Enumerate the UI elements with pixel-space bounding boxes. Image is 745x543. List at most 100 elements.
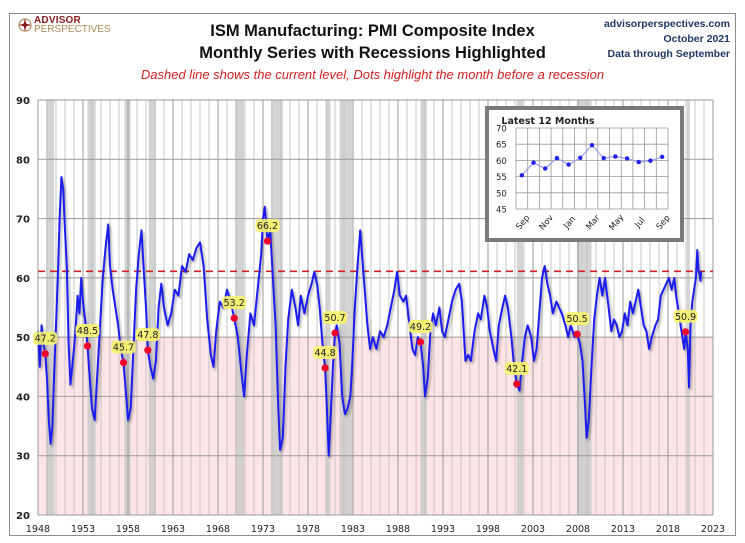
recession-band [686, 100, 690, 515]
x-tick-label: 2018 [656, 524, 680, 535]
data-label-bg [75, 324, 100, 338]
x-tick-label: 1983 [341, 524, 365, 535]
data-label: 53.2 [224, 298, 245, 309]
inset-y-tick-label: 45 [496, 206, 507, 216]
pre-recession-dot [230, 314, 238, 322]
recession-band [326, 100, 331, 515]
x-tick-label: 1968 [206, 524, 230, 535]
x-tick-label: 1958 [116, 524, 140, 535]
data-label-bg [222, 296, 247, 310]
data-label-bg [323, 310, 347, 324]
x-tick-label: 1998 [476, 524, 500, 535]
pre-recession-dot [144, 346, 152, 354]
logo: ADVISOR PERSPECTIVES [18, 15, 111, 35]
data-label-bg [135, 328, 160, 342]
pre-recession-dot [681, 328, 690, 336]
recession-marker: 47.8 [135, 328, 160, 354]
x-tick-label: 2023 [701, 524, 725, 535]
source-date: October 2021 [663, 33, 730, 45]
recession-marker: 53.2 [222, 296, 247, 322]
inset-data-point [624, 156, 630, 161]
x-tick-label: 1993 [431, 524, 455, 535]
inset-y-tick-label: 55 [496, 173, 507, 183]
y-tick-label: 40 [16, 392, 30, 403]
chart-title: ISM Manufacturing: PMI Composite Index M… [0, 20, 745, 64]
recession-marker: 45.7 [111, 340, 136, 367]
source-data-through: Data through September [607, 48, 730, 60]
logo-line2: PERSPECTIVES [34, 24, 111, 35]
title-line2: Monthly Series with Recessions Highlight… [199, 44, 546, 62]
x-tick-label: 2013 [611, 524, 635, 535]
inset-data-point [554, 155, 560, 161]
data-label-bg [111, 340, 136, 354]
compass-logo-icon [18, 18, 32, 32]
logo-line1: ADVISOR [34, 15, 81, 26]
inset-data-point [589, 142, 595, 148]
recession-band [516, 100, 524, 515]
pre-recession-dot [119, 359, 128, 367]
recession-marker: 42.1 [504, 361, 529, 388]
recession-marker: 50.7 [323, 310, 347, 337]
source-website: advisorperspectives.com [603, 18, 730, 30]
data-label: 47.2 [35, 334, 56, 345]
data-label: 47.8 [137, 330, 158, 341]
x-tick-label: 2008 [566, 524, 590, 535]
data-label: 45.7 [113, 343, 134, 354]
y-tick-label: 20 [16, 511, 30, 522]
recession-band [420, 100, 427, 515]
data-label: 42.1 [506, 364, 527, 375]
inset-data-point [613, 154, 618, 159]
data-label: 66.2 [257, 221, 278, 232]
data-label-bg [565, 312, 590, 326]
inset-data-point [519, 173, 525, 178]
x-tick-label: 1963 [161, 524, 185, 535]
y-tick-label: 90 [16, 96, 30, 107]
inset-y-tick-label: 70 [496, 125, 507, 135]
inset-data-point [543, 166, 548, 171]
pre-recession-dot [513, 380, 521, 388]
x-tick-label: 1988 [386, 524, 410, 535]
inset-data-point [636, 159, 641, 165]
data-label: 50.9 [675, 312, 696, 323]
y-tick-label: 80 [16, 155, 30, 166]
inset-data-point [648, 158, 653, 163]
inset-y-tick-label: 50 [496, 189, 507, 199]
x-tick-label: 1948 [26, 524, 50, 535]
data-label-bg [313, 345, 338, 359]
pre-recession-dot [83, 342, 92, 350]
recession-marker: 50.5 [565, 312, 590, 338]
pre-recession-dot [573, 330, 581, 338]
data-label: 48.5 [77, 326, 98, 337]
x-tick-label: 1973 [251, 524, 275, 535]
x-tick-label: 2003 [521, 524, 545, 535]
pre-recession-dot [263, 237, 272, 245]
recession-band [339, 100, 353, 515]
y-tick-label: 60 [16, 274, 30, 285]
x-tick-label: 1953 [71, 524, 95, 535]
pre-recession-dot [321, 364, 329, 372]
data-label-bg [33, 331, 58, 345]
recession-marker: 50.9 [673, 309, 698, 336]
y-tick-label: 70 [16, 215, 30, 226]
inset-data-point [531, 160, 536, 165]
data-label-bg [673, 309, 698, 323]
chart-subtitle: Dashed line shows the current level, Dot… [140, 67, 605, 82]
recession-marker: 44.8 [313, 345, 338, 372]
data-label: 44.8 [315, 348, 336, 359]
recession-marker: 49.2 [408, 319, 433, 346]
below-50-region [38, 337, 713, 515]
y-tick-label: 30 [16, 452, 30, 463]
recession-marker: 66.2 [255, 219, 280, 245]
y-tick-label: 50 [16, 333, 30, 344]
inset-y-tick-label: 60 [496, 157, 507, 167]
data-label: 50.7 [324, 313, 345, 324]
data-label-bg [255, 219, 280, 233]
data-label-bg [504, 361, 529, 375]
recession-marker: 47.2 [33, 331, 58, 358]
inset-y-tick-label: 65 [496, 141, 507, 151]
pmi-series-line [37, 176, 703, 457]
x-tick-label: 1978 [296, 524, 320, 535]
inset-data-point [601, 155, 606, 161]
recession-marker: 48.5 [75, 324, 100, 350]
